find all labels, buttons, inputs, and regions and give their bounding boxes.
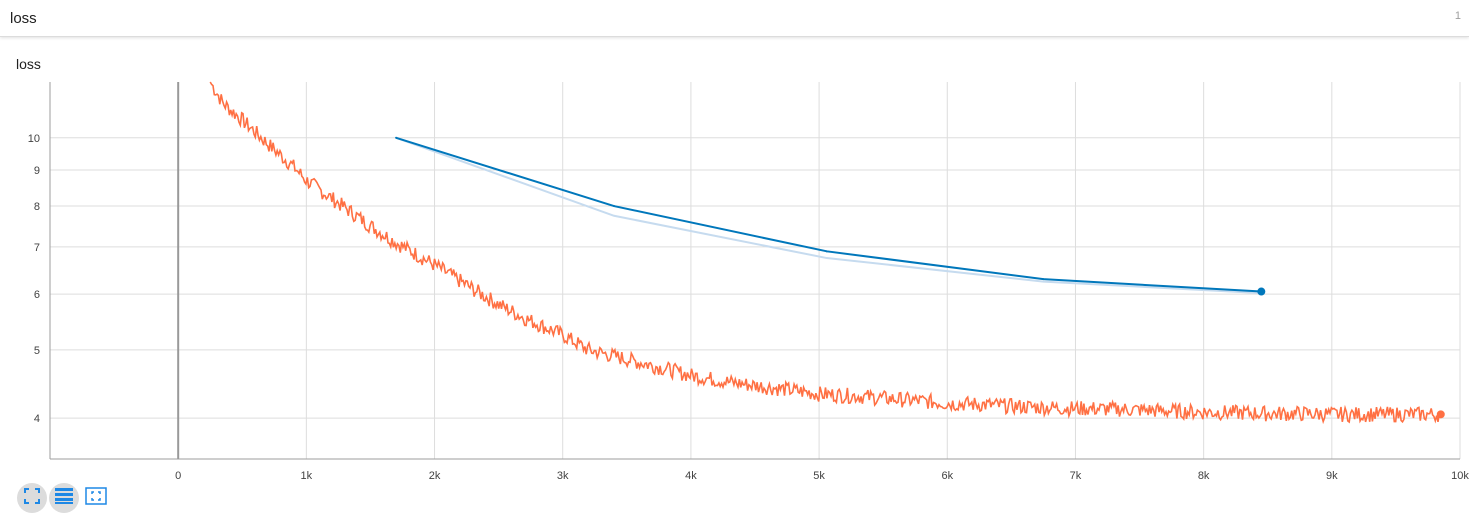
y-tick-label: 5 [34,345,40,357]
y-tick-label: 9 [34,165,40,177]
eval-loss-end-marker [1257,287,1266,296]
select-zoom-button[interactable] [81,483,111,513]
fit-to-data-icon [24,487,40,509]
chart-title: loss [16,56,41,72]
x-tick-label: 7k [1070,470,1082,482]
card-count: 1 [1454,10,1461,22]
x-tick-label: 8k [1198,470,1210,482]
x-tick-label: 6k [941,470,953,482]
x-tick-label: 10k [1451,470,1469,482]
data-table-button[interactable] [49,483,79,513]
x-tick-label: 0 [175,470,181,482]
select-zoom-icon [85,486,107,510]
x-tick-label: 4k [685,470,697,482]
train-loss-end-marker [1436,410,1445,419]
x-tick-label: 9k [1326,470,1338,482]
y-tick-label: 8 [34,201,40,213]
eval-loss-line [395,136,1262,293]
x-tick-label: 5k [813,470,825,482]
x-tick-label: 1k [301,470,313,482]
x-tick-label: 2k [429,470,441,482]
y-tick-label: 4 [34,413,40,425]
x-tick-label: 3k [557,470,569,482]
card-title: loss [10,10,37,27]
eval-loss-point [613,205,615,208]
y-tick-label: 6 [34,289,40,301]
eval-loss-point [1042,278,1045,281]
y-tick-label: 10 [28,133,40,145]
data-table-icon [54,487,74,510]
fit-to-data-button[interactable] [17,483,47,513]
train-loss-line [209,81,1442,425]
eval-loss-raw-line [395,136,1262,295]
card-header[interactable]: loss 1 [0,0,1469,37]
eval-loss-point [395,136,398,139]
y-tick-label: 7 [34,242,40,254]
eval-loss-point [825,250,828,253]
